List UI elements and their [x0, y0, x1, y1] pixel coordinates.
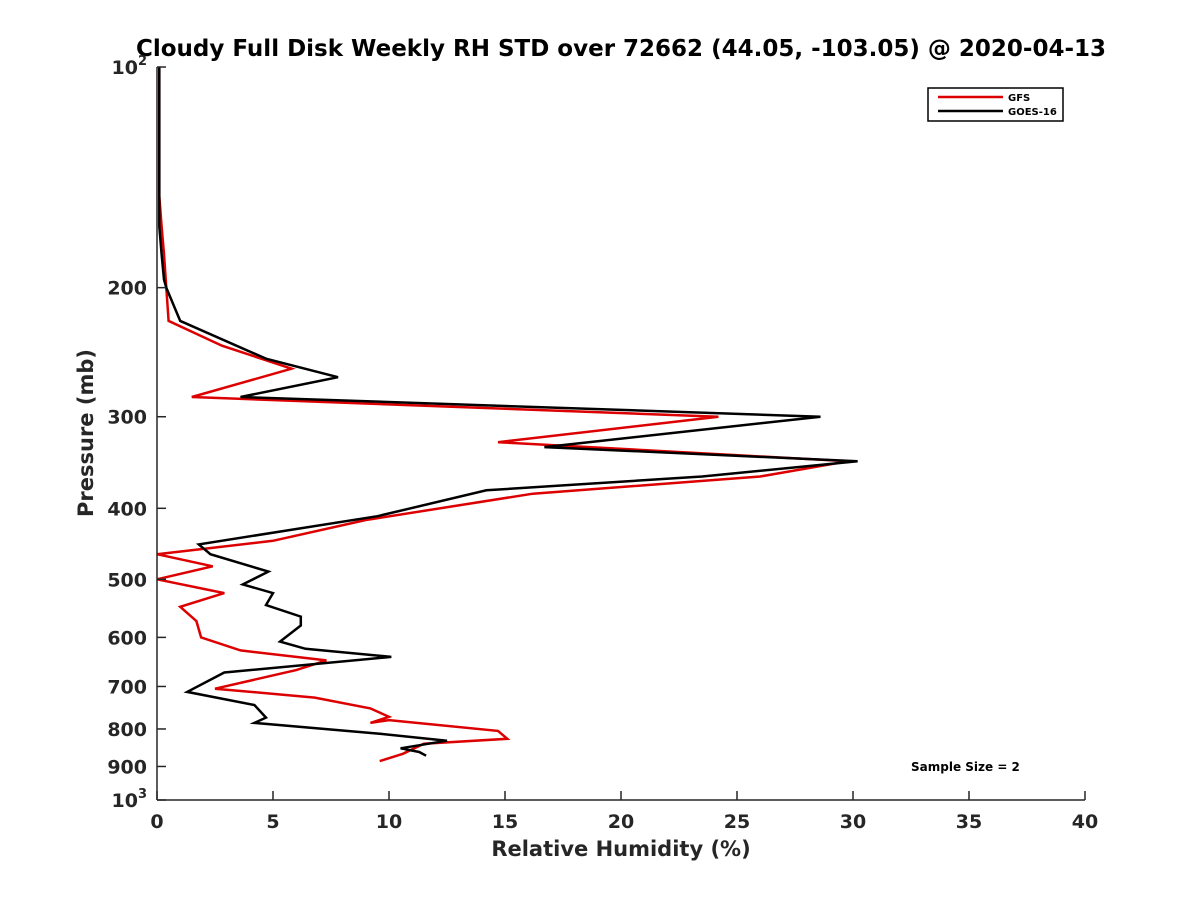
sample-size-annotation: Sample Size = 2: [911, 760, 1020, 774]
x-tick-label: 25: [724, 811, 750, 833]
y-tick-label: 900: [107, 756, 147, 778]
y-tick-label: 700: [107, 676, 147, 698]
y-tick-label: 800: [107, 719, 147, 741]
y-tick-label: 300: [107, 407, 147, 429]
y-tick-label: 500: [107, 569, 147, 591]
x-tick-label: 5: [266, 811, 279, 833]
y-ticks: 102 200 300 400 500 600 700 800 900 103: [107, 54, 166, 812]
legend-label-goes16: GOES-16: [1008, 107, 1057, 118]
plot-background: [157, 67, 1085, 800]
legend: GFS GOES-16: [927, 87, 1064, 122]
x-tick-label: 35: [956, 811, 982, 833]
x-tick-label: 15: [492, 811, 518, 833]
legend-label-gfs: GFS: [1008, 93, 1030, 104]
y-tick-label: 103: [112, 787, 148, 812]
y-tick-label: 200: [107, 278, 147, 300]
x-ticks: 0 5 10 15 20 25 30 35 40: [150, 791, 1098, 833]
x-axis-label: Relative Humidity (%): [491, 837, 750, 861]
y-tick-label: 102: [112, 54, 148, 79]
x-tick-label: 40: [1072, 811, 1098, 833]
y-axis-label: Pressure (mb): [74, 349, 98, 517]
legend-box: [927, 87, 1064, 122]
x-tick-label: 30: [840, 811, 866, 833]
y-tick-label: 600: [107, 627, 147, 649]
x-tick-label: 20: [608, 811, 634, 833]
chart-title: Cloudy Full Disk Weekly RH STD over 7266…: [136, 36, 1106, 62]
x-tick-label: 0: [150, 811, 163, 833]
y-tick-label: 400: [107, 498, 147, 520]
plot-area: 0 5 10 15 20 25 30 35 40 102 200 300 400 500 600 700 80…: [107, 54, 1098, 833]
x-tick-label: 10: [376, 811, 402, 833]
series-line-goes16: [158, 67, 858, 757]
